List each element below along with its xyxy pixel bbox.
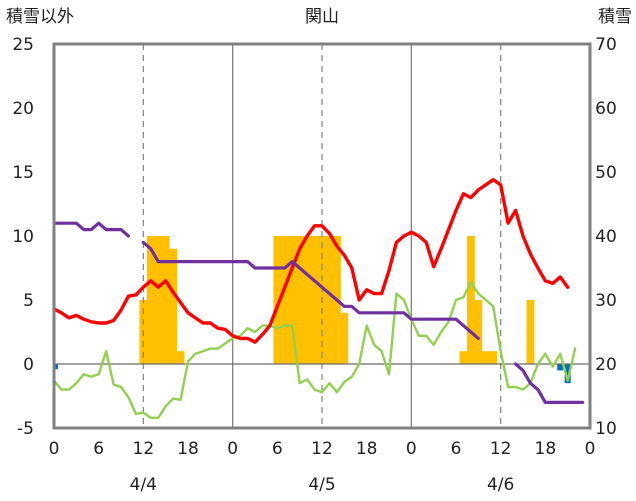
y-left-tick-label: 20 [12,99,34,119]
y-left-tick-label: 0 [23,355,34,375]
y-left-tick-label: -5 [17,419,34,439]
right-axis-label: 積雪 [598,7,632,27]
precip-bar [459,351,468,364]
precip-bar [176,351,185,364]
series-line-humidity_like [52,280,577,419]
x-tick-label: 0 [227,439,238,459]
y-right-tick-label: 70 [595,35,617,55]
x-tick-label: 0 [585,439,596,459]
precip-bar [154,236,163,364]
y-right-tick-label: 60 [595,99,617,119]
precip-bar [466,236,475,364]
small-bar [54,364,58,370]
precip-bar [280,236,289,364]
x-tick-label: 0 [49,439,60,459]
x-tick-label: 6 [451,439,462,459]
precip-bar [161,236,170,364]
x-tick-label: 12 [490,439,512,459]
precip-bar [489,351,498,364]
y-right-tick-label: 30 [595,291,617,311]
x-tick-label: 6 [272,439,283,459]
x-tick-label: 18 [177,439,199,459]
small-bar [564,364,571,384]
x-tick-label: 12 [133,439,155,459]
y-left-tick-label: 25 [12,35,34,55]
precip-bar [146,236,155,364]
y-right-tick-label: 10 [595,419,617,439]
precip-bar [303,236,312,364]
precip-bar [474,300,483,364]
y-left-tick-label: 10 [12,227,34,247]
precip-bar [310,236,319,364]
precip-bar [481,351,490,364]
precip-bar [340,312,349,364]
left-axis-label: 積雪以外 [6,7,74,27]
x-tick-label: 0 [406,439,417,459]
x-tick-label: 6 [93,439,104,459]
precip-bar [169,248,178,364]
y-right-tick-label: 40 [595,227,617,247]
x-tick-label: 18 [356,439,378,459]
precip-bar [288,236,297,364]
series-line-snow_depth [141,240,480,340]
y-right-tick-label: 20 [595,355,617,375]
series-line-snow_depth [514,362,585,404]
small-bar [557,364,564,371]
series-line-temperature [52,178,570,344]
chart-title: 関山 [305,7,339,27]
precip-bar [325,236,334,364]
date-label: 4/6 [487,475,514,495]
y-left-tick-label: 15 [12,163,34,183]
series-line-snow_depth [52,221,130,238]
precip-bar [526,300,535,364]
date-label: 4/5 [308,475,335,495]
precip-bar [273,236,282,364]
date-label: 4/4 [130,475,157,495]
y-left-tick-label: 5 [23,291,34,311]
plot-frame [52,42,592,430]
y-right-tick-label: 50 [595,163,617,183]
x-tick-label: 12 [311,439,333,459]
precip-bar [295,236,304,364]
x-tick-label: 18 [535,439,557,459]
